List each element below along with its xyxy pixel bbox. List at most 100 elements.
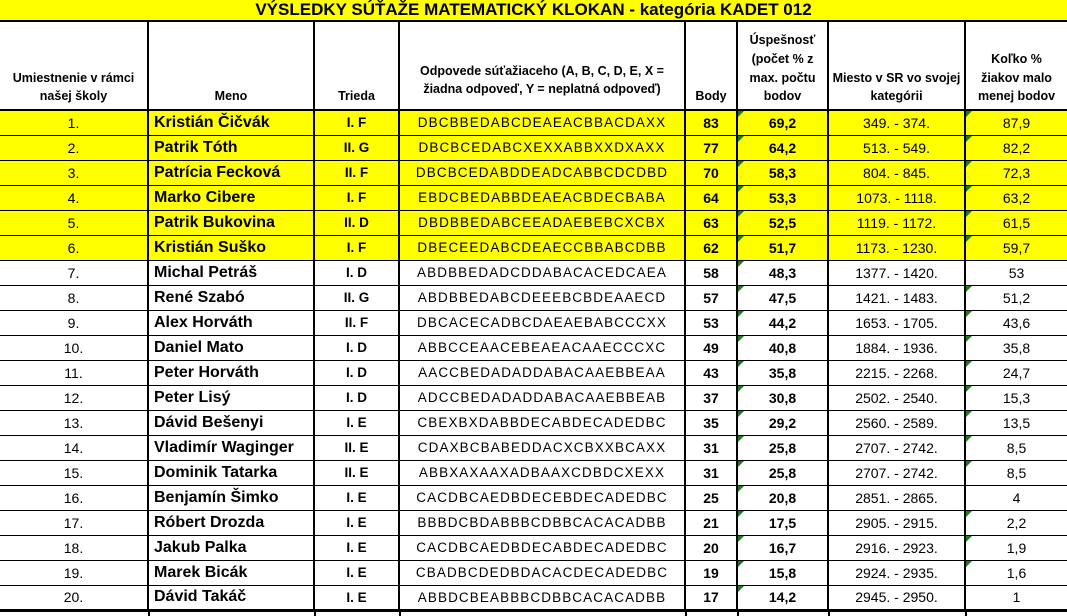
cell-points: 35 xyxy=(684,410,737,436)
cell-place-sr: 1073. - 1118. xyxy=(827,185,965,211)
cell-pct-fewer: 87,9 xyxy=(964,110,1067,136)
cell-pct-fewer: 8,5 xyxy=(964,460,1067,486)
cell-name: Patrícia Fecková xyxy=(147,160,314,186)
table-row: 11. Peter Horváth I. D AACCBEDADADDABACAAEB… xyxy=(0,360,1067,386)
cell-answers: ABDBBEDADCDDABACACEDCAEA xyxy=(398,260,685,286)
cell-place-sr: 2916. - 2923. xyxy=(827,535,965,561)
cell-points: 77 xyxy=(684,135,737,161)
cell-place-sr: 2945. - 2950. xyxy=(827,585,965,612)
cell-answers: DBCBCEDABCXEXXABBXXDXAXX xyxy=(398,135,685,161)
table-row: 18. Jakub Palka I. E CACDBCAEDBDECABDECADED… xyxy=(0,535,1067,561)
cell-place-sr: 2905. - 2915. xyxy=(827,510,965,536)
cell-points: 17 xyxy=(684,585,737,612)
col-header-pct-fewer: Koľko % žiakov malo menej bodov xyxy=(964,22,1067,111)
cell-points: 53 xyxy=(684,310,737,336)
cell-class: I. D xyxy=(313,360,399,386)
cell-answers: CBADBCDEDBDACACDECADEDBC xyxy=(398,560,685,586)
cell-place-sr: 2560. - 2589. xyxy=(827,410,965,436)
table-row: 2. Patrik Tóth II. G DBCBCEDABCXEXXABBXXDXA… xyxy=(0,135,1067,161)
cell-name: Daniel Mato xyxy=(147,335,314,361)
cell-points: 37 xyxy=(684,385,737,411)
cell-answers: CDAXBCBABEDDACXCBXXBCAXX xyxy=(398,435,685,461)
cell-name: Benjamín Šimko xyxy=(147,485,314,511)
cell-success: 64,2 xyxy=(736,135,828,161)
col-header-place-sr: Miesto v SR vo svojej kategórii xyxy=(827,22,965,111)
col-header-points: Body xyxy=(684,22,737,111)
cell-rank: 18. xyxy=(0,535,148,561)
cell-points: 20 xyxy=(684,535,737,561)
cell-points: 70 xyxy=(684,160,737,186)
cell-pct-fewer: 4 xyxy=(964,485,1067,511)
results-tbody: 1. Kristián Čičvák I. F DBCBBEDABCDEAEACBBA… xyxy=(0,110,1067,612)
cell-rank: 4. xyxy=(0,185,148,211)
cell-pct-fewer: 72,3 xyxy=(964,160,1067,186)
cell-points: 83 xyxy=(684,110,737,136)
table-row: 7. Michal Petráš I. D ABDBBEDADCDDABACACEDC… xyxy=(0,260,1067,286)
cell-place-sr: 2851. - 2865. xyxy=(827,485,965,511)
cell-rank: 15. xyxy=(0,460,148,486)
cell-points: 43 xyxy=(684,360,737,386)
col-header-rank: Umiestnenie v rámci našej školy xyxy=(0,22,148,111)
cell-success: 52,5 xyxy=(736,210,828,236)
cell-points: 57 xyxy=(684,285,737,311)
cell-pct-fewer: 35,8 xyxy=(964,335,1067,361)
cell-pct-fewer: 1 xyxy=(964,585,1067,612)
cell-points: 49 xyxy=(684,335,737,361)
table-row: 12. Peter Lisý I. D ADCCBEDADADDABACAAEBBEA… xyxy=(0,385,1067,411)
table-row: 3. Patrícia Fecková II. F DBCBCEDABDDEADCAB… xyxy=(0,160,1067,186)
table-row: 17. Róbert Drozda I. E BBBDCBDABBBCDBBCACAC… xyxy=(0,510,1067,536)
cell-place-sr: 2502. - 2540. xyxy=(827,385,965,411)
cell-answers: ABBXAXAAXADBAAXCDBDCXEXX xyxy=(398,460,685,486)
table-row: 19. Marek Bicák I. E CBADBCDEDBDACACDECADED… xyxy=(0,560,1067,586)
cell-points: 64 xyxy=(684,185,737,211)
cell-place-sr: 2924. - 2935. xyxy=(827,560,965,586)
cell-class: I. E xyxy=(313,585,399,612)
cell-class: I. D xyxy=(313,260,399,286)
table-row: 20. Dávid Takáč I. E ABBDCBEABBBCDBBCACACAD… xyxy=(0,585,1067,612)
cell-place-sr: 1421. - 1483. xyxy=(827,285,965,311)
cell-success: 17,5 xyxy=(736,510,828,536)
cell-class: I. E xyxy=(313,410,399,436)
table-row: 10. Daniel Mato I. D ABBCCEAACEBEAEACAAECCC… xyxy=(0,335,1067,361)
cell-name: Jakub Palka xyxy=(147,535,314,561)
cell-success: 51,7 xyxy=(736,235,828,261)
cell-pct-fewer: 82,2 xyxy=(964,135,1067,161)
cell-class: II. G xyxy=(313,285,399,311)
cell-pct-fewer: 63,2 xyxy=(964,185,1067,211)
cell-place-sr: 2707. - 2742. xyxy=(827,435,965,461)
cell-success: 30,8 xyxy=(736,385,828,411)
cell-pct-fewer: 43,6 xyxy=(964,310,1067,336)
cell-rank: 20. xyxy=(0,585,148,612)
cell-class: I. F xyxy=(313,110,399,136)
page-title: VÝSLEDKY SÚŤAŽE MATEMATICKÝ KLOKAN - kat… xyxy=(0,0,1067,22)
cell-rank: 10. xyxy=(0,335,148,361)
table-row: 4. Marko Cibere I. F EBDCBEDABBDEAEACBDECBA… xyxy=(0,185,1067,211)
cell-points: 62 xyxy=(684,235,737,261)
cell-success: 29,2 xyxy=(736,410,828,436)
results-table: Umiestnenie v rámci našej školy Meno Tri… xyxy=(0,22,1067,612)
cell-success: 48,3 xyxy=(736,260,828,286)
cell-success: 25,8 xyxy=(736,435,828,461)
cell-points: 19 xyxy=(684,560,737,586)
cell-class: II. D xyxy=(313,210,399,236)
col-header-name: Meno xyxy=(147,22,314,111)
cell-answers: CACDBCAEDBDECABDECADEDBC xyxy=(398,535,685,561)
cell-name: Peter Lisý xyxy=(147,385,314,411)
cell-pct-fewer: 1,6 xyxy=(964,560,1067,586)
cell-pct-fewer: 51,2 xyxy=(964,285,1067,311)
cell-answers: DBDBBEDABCEEADAEBEBCXCBX xyxy=(398,210,685,236)
cell-place-sr: 513. - 549. xyxy=(827,135,965,161)
cell-success: 53,3 xyxy=(736,185,828,211)
cell-answers: ABBCCEAACEBEAEACAAECCCXC xyxy=(398,335,685,361)
cell-answers: CBEXBXDABBDECABDECADEDBC xyxy=(398,410,685,436)
cell-place-sr: 2707. - 2742. xyxy=(827,460,965,486)
cell-rank: 13. xyxy=(0,410,148,436)
cell-points: 25 xyxy=(684,485,737,511)
cell-class: I. F xyxy=(313,235,399,261)
col-header-class: Trieda xyxy=(313,22,399,111)
cell-name: Dominik Tatarka xyxy=(147,460,314,486)
cell-place-sr: 1377. - 1420. xyxy=(827,260,965,286)
cell-answers: DBCBCEDABDDEADCABBCDCDBD xyxy=(398,160,685,186)
cell-pct-fewer: 61,5 xyxy=(964,210,1067,236)
cell-success: 14,2 xyxy=(736,585,828,612)
